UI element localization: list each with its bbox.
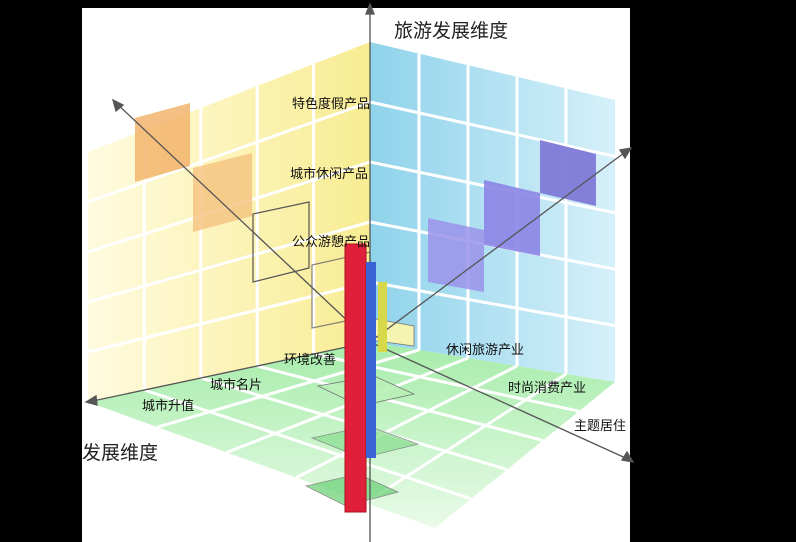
orange-cell-2 [193,153,252,232]
vertical-axis-arrow [365,2,375,15]
right-wall-diagonal [369,149,629,343]
left-horizontal-axis [87,341,371,403]
red-bar [344,243,367,513]
label-urban-3: 城市升值 [142,398,194,414]
yellow-bar [378,282,387,352]
blue-wall-grid-line [369,100,616,158]
yellow-wall-grid-line [87,100,371,204]
highlight-cells [135,103,596,507]
label-product-2: 城市休闲产品 [290,166,368,182]
label-product-3: 公众游憩产品 [292,234,370,250]
blue-wall-grid-line [369,280,616,328]
blue-bar [366,262,376,458]
purple-cell-3 [428,218,484,292]
right-diagonal-arrow [618,147,633,160]
right-axis-arrow [620,450,635,463]
orange-cell-1 [135,103,190,182]
outlined-cell-1 [252,201,310,283]
bars [344,243,387,513]
floor-grid-line [364,372,567,505]
label-urban-1: 环境改善 [284,352,336,368]
label-product-1: 特色度假产品 [292,96,370,112]
left-wall-diagonal [114,101,371,343]
yellow-wall-grid-line [87,280,371,354]
left-axis-title: 发展维度 [82,442,158,464]
purple-cell-1 [540,140,596,206]
left-axis-arrow [84,394,98,406]
label-industry-2: 时尚消费产业 [508,381,586,396]
purple-cell-2 [484,180,540,256]
floor-grid-line [256,364,544,442]
labels: 旅游发展维度 发展维度 特色度假产品 城市休闲产品 公众游憩产品 环境改善 城市… [82,20,626,464]
right-floor-axis [369,341,631,461]
floor-grid-line [295,364,518,479]
label-industry-1: 休闲旅游产业 [446,343,524,358]
vertical-axis-title: 旅游发展维度 [394,20,508,42]
label-urban-2: 城市名片 [210,377,262,393]
label-industry-3: 主题居住 [574,419,626,434]
left-diagonal-arrow [111,98,125,113]
floor-grid-line [143,388,472,501]
yellow-wall-grid-line [87,220,371,304]
